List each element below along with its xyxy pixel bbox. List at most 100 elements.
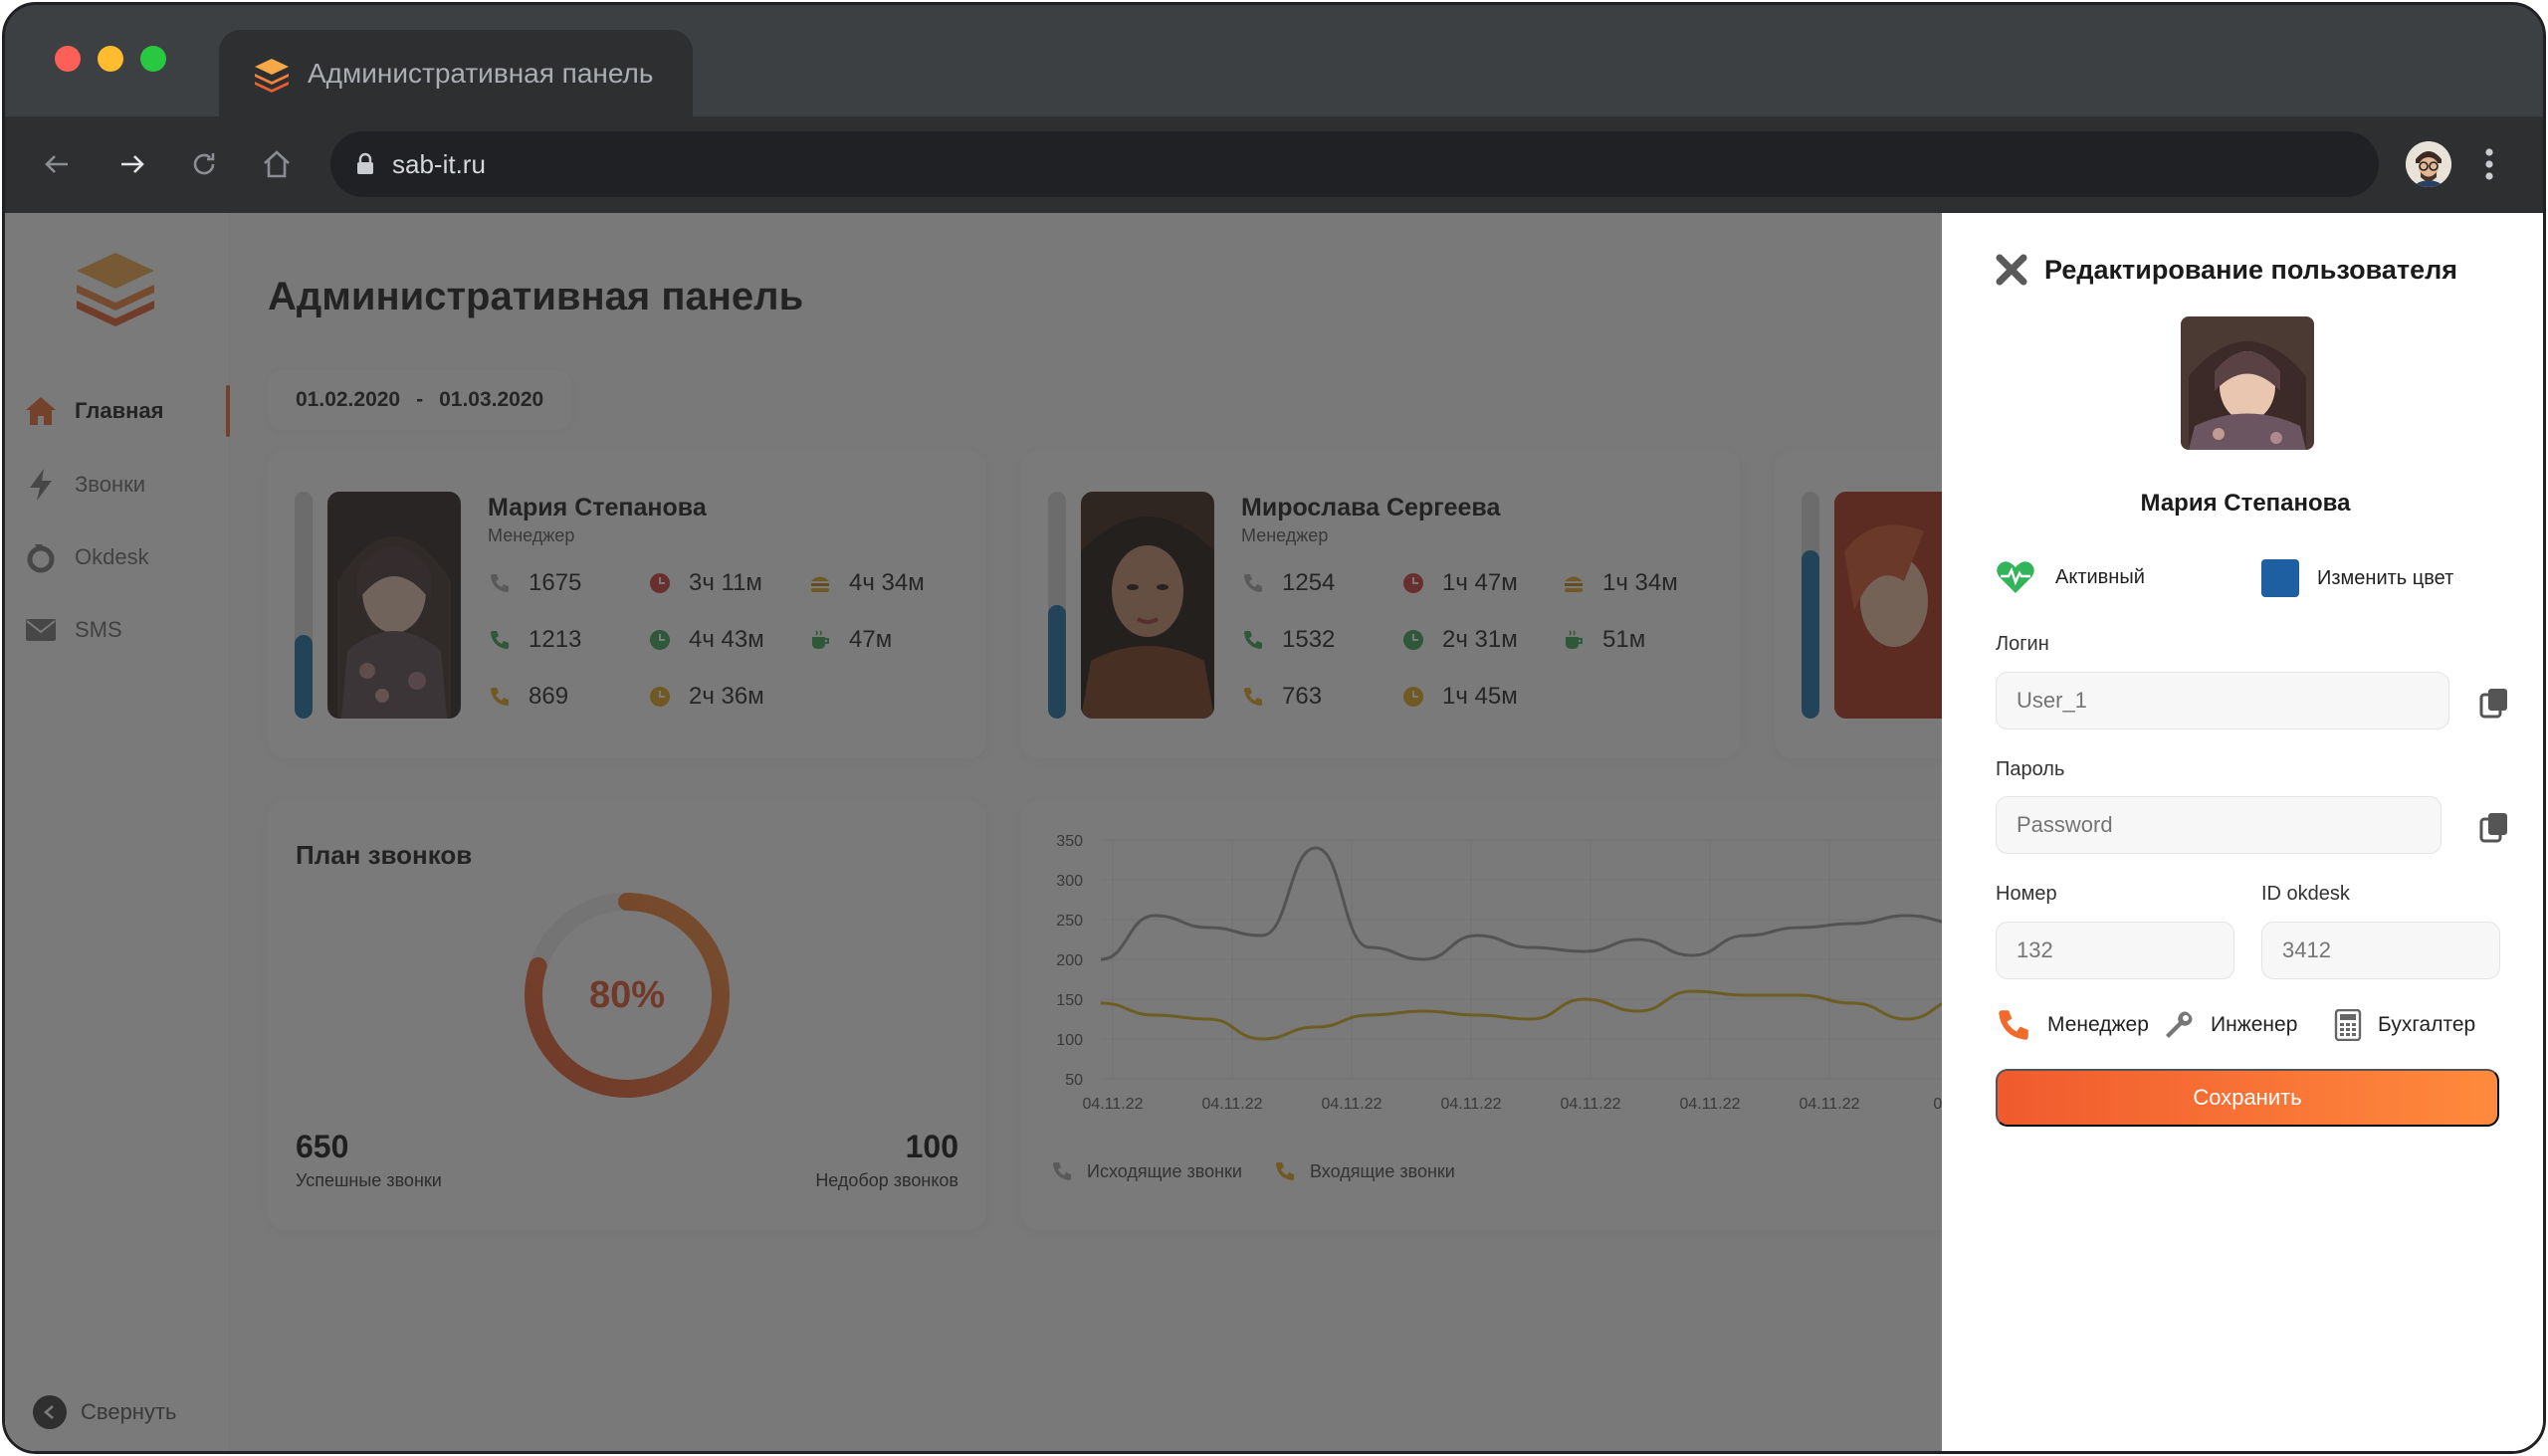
sidebar-item-label: Главная <box>75 398 164 423</box>
user-photo[interactable] <box>2181 316 2314 450</box>
collapse-label: Свернуть <box>81 1399 177 1424</box>
arrow-left-icon <box>45 155 68 173</box>
forward-button[interactable] <box>112 144 152 184</box>
sidebar-item-okdesk[interactable]: Okdesk <box>23 537 230 577</box>
success-calls-label: Успешные звонки <box>296 1170 442 1190</box>
phone-missed-icon <box>489 686 511 708</box>
phone-outgoing-icon <box>489 572 511 594</box>
plan-card: План звонков 80% 650 Успешные звонки 100… <box>268 800 986 1230</box>
tab-title: Административная панель <box>308 58 654 89</box>
employee-name: Мария Степанова <box>488 494 707 521</box>
lock-icon <box>357 152 373 174</box>
wrench-icon <box>2166 1011 2193 1038</box>
coffee-stat: 47м <box>809 626 892 654</box>
activity-bar-fill <box>1048 605 1066 719</box>
close-window-button[interactable] <box>55 46 81 72</box>
date-range-picker[interactable]: 01.02.2020 - 01.03.2020 <box>268 370 572 430</box>
color-swatch <box>2261 559 2299 597</box>
clock-icon <box>1402 686 1424 708</box>
profile-avatar[interactable] <box>2406 141 2451 187</box>
maximize-window-button[interactable] <box>140 46 166 72</box>
x-tick-label: 04.11.22 <box>1082 1096 1143 1113</box>
active-status-toggle[interactable]: Активный <box>1996 559 2145 595</box>
phone-outgoing-icon <box>1242 572 1264 594</box>
sidebar-item-sms[interactable]: SMS <box>23 610 230 650</box>
sidebar-item-calls[interactable]: Звонки <box>23 465 230 505</box>
activity-bar <box>1802 492 1819 719</box>
employee-card[interactable]: Мария Степанова Менеджер 1675 1213 869 3… <box>268 450 986 758</box>
clock-icon <box>649 686 671 708</box>
y-tick-label: 350 <box>1056 833 1083 850</box>
coffee-icon <box>1563 629 1585 651</box>
incoming-calls-stat: 1532 <box>1242 626 1335 654</box>
home-button[interactable] <box>257 144 297 184</box>
missing-calls-value: 100 <box>905 1129 958 1164</box>
okdesk-icon <box>23 539 59 575</box>
okdesk-id-input[interactable] <box>2261 922 2500 979</box>
arrow-right-icon <box>121 155 144 173</box>
home-icon <box>23 393 59 429</box>
bolt-icon <box>23 467 59 503</box>
outgoing-calls-stat: 1675 <box>489 569 581 597</box>
avatar-icon <box>2406 141 2451 187</box>
back-button[interactable] <box>37 144 77 184</box>
role-engineer[interactable]: Инженер <box>2163 1009 2297 1041</box>
x-tick-label: 04.11.22 <box>1560 1096 1620 1113</box>
browser-tab[interactable]: Административная панель <box>219 30 693 119</box>
phone-missed-icon <box>1242 686 1264 708</box>
save-button[interactable]: Сохранить <box>1996 1069 2499 1127</box>
time-stat-yellow: 2ч 36м <box>649 683 764 711</box>
time-stat-red: 1ч 47м <box>1402 569 1518 597</box>
reload-button[interactable] <box>184 144 224 184</box>
date-to: 01.03.2020 <box>439 388 544 411</box>
plan-donut-chart: 80% <box>525 893 730 1098</box>
chevron-left-icon <box>33 1395 67 1429</box>
time-stat-green: 4ч 43м <box>649 626 764 654</box>
employee-photo <box>1081 492 1214 719</box>
login-input[interactable] <box>1996 672 2449 729</box>
number-input[interactable] <box>1996 922 2234 979</box>
minimize-window-button[interactable] <box>98 46 123 72</box>
copy-icon[interactable] <box>2479 811 2509 843</box>
activity-bar-fill <box>295 634 313 719</box>
clock-icon <box>649 572 671 594</box>
address-bar[interactable]: sab-it.ru <box>330 131 2379 197</box>
more-vert-icon[interactable] <box>2477 141 2501 187</box>
heart-pulse-icon <box>1997 561 2034 593</box>
tab-bar: Административная панель <box>5 5 2543 119</box>
time-stat-yellow: 1ч 45м <box>1402 683 1518 711</box>
password-input[interactable] <box>1996 796 2442 854</box>
missing-calls-label: Недобор звонков <box>815 1170 958 1190</box>
sidebar-item-home[interactable]: Главная <box>23 385 230 437</box>
missed-calls-stat: 763 <box>1242 683 1322 711</box>
employee-card[interactable]: Мирослава Сергеева Менеджер 1254 1532 76… <box>1021 450 1740 758</box>
plan-percent-label: 80% <box>589 974 665 1016</box>
okdesk-id-label: ID okdesk <box>2261 883 2350 905</box>
role-manager[interactable]: Менеджер <box>1996 1007 2149 1043</box>
plan-title: План звонков <box>296 840 473 870</box>
change-color-button[interactable]: Изменить цвет <box>2261 559 2453 597</box>
copy-icon[interactable] <box>2479 687 2509 719</box>
clock-icon <box>649 629 671 651</box>
employee-name: Мирослава Сергеева <box>1241 494 1501 521</box>
x-tick-label: 04.11.22 <box>1679 1096 1740 1113</box>
stack-logo-icon <box>77 253 154 326</box>
x-tick-label: 04.11.22 <box>1440 1096 1501 1113</box>
browser-toolbar: sab-it.ru <box>5 116 2543 213</box>
role-accountant[interactable]: Бухгалтер <box>2334 1009 2475 1041</box>
x-tick-label: 04.11.22 <box>1201 1096 1262 1113</box>
coffee-icon <box>809 629 831 651</box>
page-content: Главная Звонки Okdesk SMS <box>5 213 2543 1451</box>
sidebar: Главная Звонки Okdesk SMS <box>5 213 230 1451</box>
login-label: Логин <box>1996 633 2049 655</box>
phone-incoming-icon <box>489 629 511 651</box>
activity-bar <box>1048 492 1066 719</box>
collapse-sidebar-button[interactable]: Свернуть <box>33 1395 177 1429</box>
missed-calls-stat: 869 <box>489 683 568 711</box>
lunch-stat: 1ч 34м <box>1563 569 1678 597</box>
close-icon[interactable] <box>1995 253 2028 287</box>
clock-icon <box>1402 572 1424 594</box>
phone-incoming-icon <box>1276 1162 1294 1180</box>
x-tick-label: 04.11.22 <box>1321 1096 1381 1113</box>
